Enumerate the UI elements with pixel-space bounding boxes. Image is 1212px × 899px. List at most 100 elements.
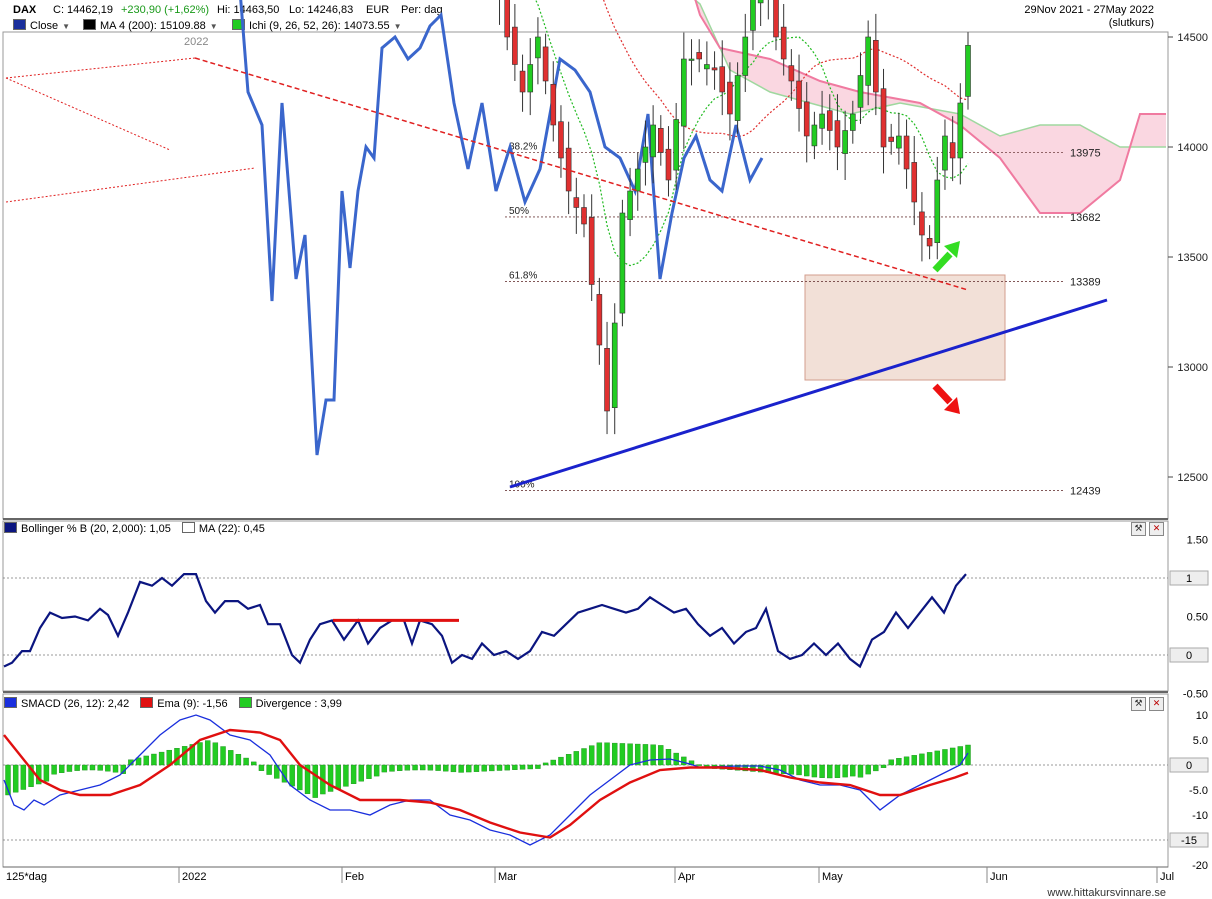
bollinger-line (3, 573, 967, 669)
divergence-bar (151, 753, 157, 766)
upper-channel-line (5, 57, 196, 79)
arrows (932, 241, 960, 414)
divergence-bar (12, 764, 19, 793)
currency-label: EUR (366, 4, 390, 16)
divergence-bar (949, 747, 956, 766)
candle-body (611, 322, 618, 408)
candle-body (727, 81, 733, 115)
candle-body (681, 58, 687, 127)
legend-ma200[interactable]: MA 4 (200): 15109.88 ▼ (83, 19, 218, 32)
divergence-title: Divergence : 3,99 (255, 698, 342, 710)
legend-ichimoku-label: Ichi (9, 26, 52, 26): 14073.55 (249, 20, 390, 32)
candle-body (573, 197, 580, 208)
divergence-bar (396, 764, 403, 771)
month-label: May (822, 871, 843, 883)
ema-title: Ema (9): -1,56 (157, 698, 228, 710)
candle-body (657, 128, 664, 153)
chevron-down-icon[interactable]: ▼ (62, 22, 71, 31)
divergence-bar (266, 764, 272, 775)
up-arrow-shaft (932, 251, 953, 273)
bollinger-panel (2, 520, 1169, 692)
symbol-label: DAX (13, 4, 37, 16)
boll-ref-box (1169, 570, 1209, 586)
legend-ma200-label: MA 4 (200): 15109.88 (100, 20, 206, 32)
candle-body (873, 39, 879, 93)
legend-ichimoku[interactable]: Ichi (9, 26, 52, 26): 14073.55 ▼ (232, 19, 402, 32)
close-icon[interactable]: ✕ (1149, 522, 1164, 536)
divergence-bar (542, 762, 549, 766)
candle-body (619, 212, 626, 314)
down-arrow-head (944, 397, 960, 414)
divergence-bar (350, 764, 357, 784)
candle-body (711, 67, 718, 71)
divergence-bar (135, 757, 142, 766)
watermark: www.hittakursvinnare.se (1046, 887, 1166, 899)
legend-close[interactable]: Close ▼ (13, 19, 70, 32)
candle-body (550, 84, 557, 126)
macd-axis-label: 10 (1196, 710, 1208, 722)
divergence-bar (558, 756, 564, 766)
divergence-bar (903, 756, 910, 766)
candle-body (788, 65, 795, 82)
divergence-bar (381, 764, 388, 773)
legend-ichimoku-swatch (232, 19, 245, 30)
candle-body (857, 75, 864, 108)
month-label: Feb (345, 871, 364, 883)
divergence-bar (811, 764, 818, 778)
candle-body (926, 238, 933, 247)
divergence-bar (366, 764, 372, 779)
close-icon[interactable]: ✕ (1149, 697, 1164, 711)
price-tick-label: 13500 (1177, 252, 1208, 264)
divergence-bar (627, 743, 633, 766)
divergence-bar (458, 764, 464, 773)
fib-label: 50% (509, 206, 529, 217)
divergence-bar (834, 764, 841, 778)
change-value: +230,90 (+1,62%) (121, 4, 210, 16)
candle-body (757, 0, 764, 4)
ema-line (3, 728, 969, 839)
close-value: C: 14462,19 (53, 4, 113, 16)
time-axis-left-label: 125*dag (6, 871, 47, 883)
close-line (239, 0, 764, 456)
resistance-line (194, 57, 969, 291)
divergence-bar (819, 764, 825, 778)
divergence-bar (443, 764, 449, 772)
divergence-bar (658, 745, 664, 766)
divergence-bar (519, 764, 526, 770)
divergence-bar (297, 764, 303, 791)
divergence-bar (888, 759, 894, 766)
macd-axis-label: -5.0 (1189, 785, 1208, 797)
divergence-bar (473, 764, 480, 772)
candle-body (880, 88, 887, 148)
bollinger-ma-label: MA (22): 0,45 (198, 523, 265, 535)
divergence-bar (926, 752, 933, 766)
candle-body (688, 58, 695, 61)
divergence-bar (788, 764, 795, 775)
divergence-bar (5, 764, 11, 796)
candlesticks (499, 0, 971, 435)
low-value: Lo: 14246,83 (289, 4, 354, 16)
divergence-bar (158, 751, 165, 766)
chevron-down-icon[interactable]: ▼ (209, 22, 218, 31)
cloud-fill (695, 0, 1166, 213)
year-marker: 2022 (184, 36, 208, 48)
settings-icon[interactable]: ⚒ (1131, 522, 1146, 536)
divergence-bar (450, 764, 457, 773)
candle-body (588, 217, 595, 285)
candle-body (558, 121, 564, 159)
divergence-bar (481, 764, 487, 772)
divergence-bar (780, 764, 787, 774)
fib-label: 38.2% (509, 142, 537, 153)
price-tick-label: 14500 (1177, 32, 1208, 44)
divergence-bar (650, 744, 656, 766)
boll-axis-label: 1.50 (1187, 535, 1208, 547)
chevron-down-icon[interactable]: ▼ (393, 22, 402, 31)
settings-icon[interactable]: ⚒ (1131, 697, 1146, 711)
divergence-bar (327, 764, 334, 792)
divergence-bar (504, 764, 510, 771)
divergence-bar (535, 764, 541, 769)
candle-body (965, 45, 971, 97)
divergence-bar (427, 764, 434, 771)
candle-body (642, 146, 649, 163)
